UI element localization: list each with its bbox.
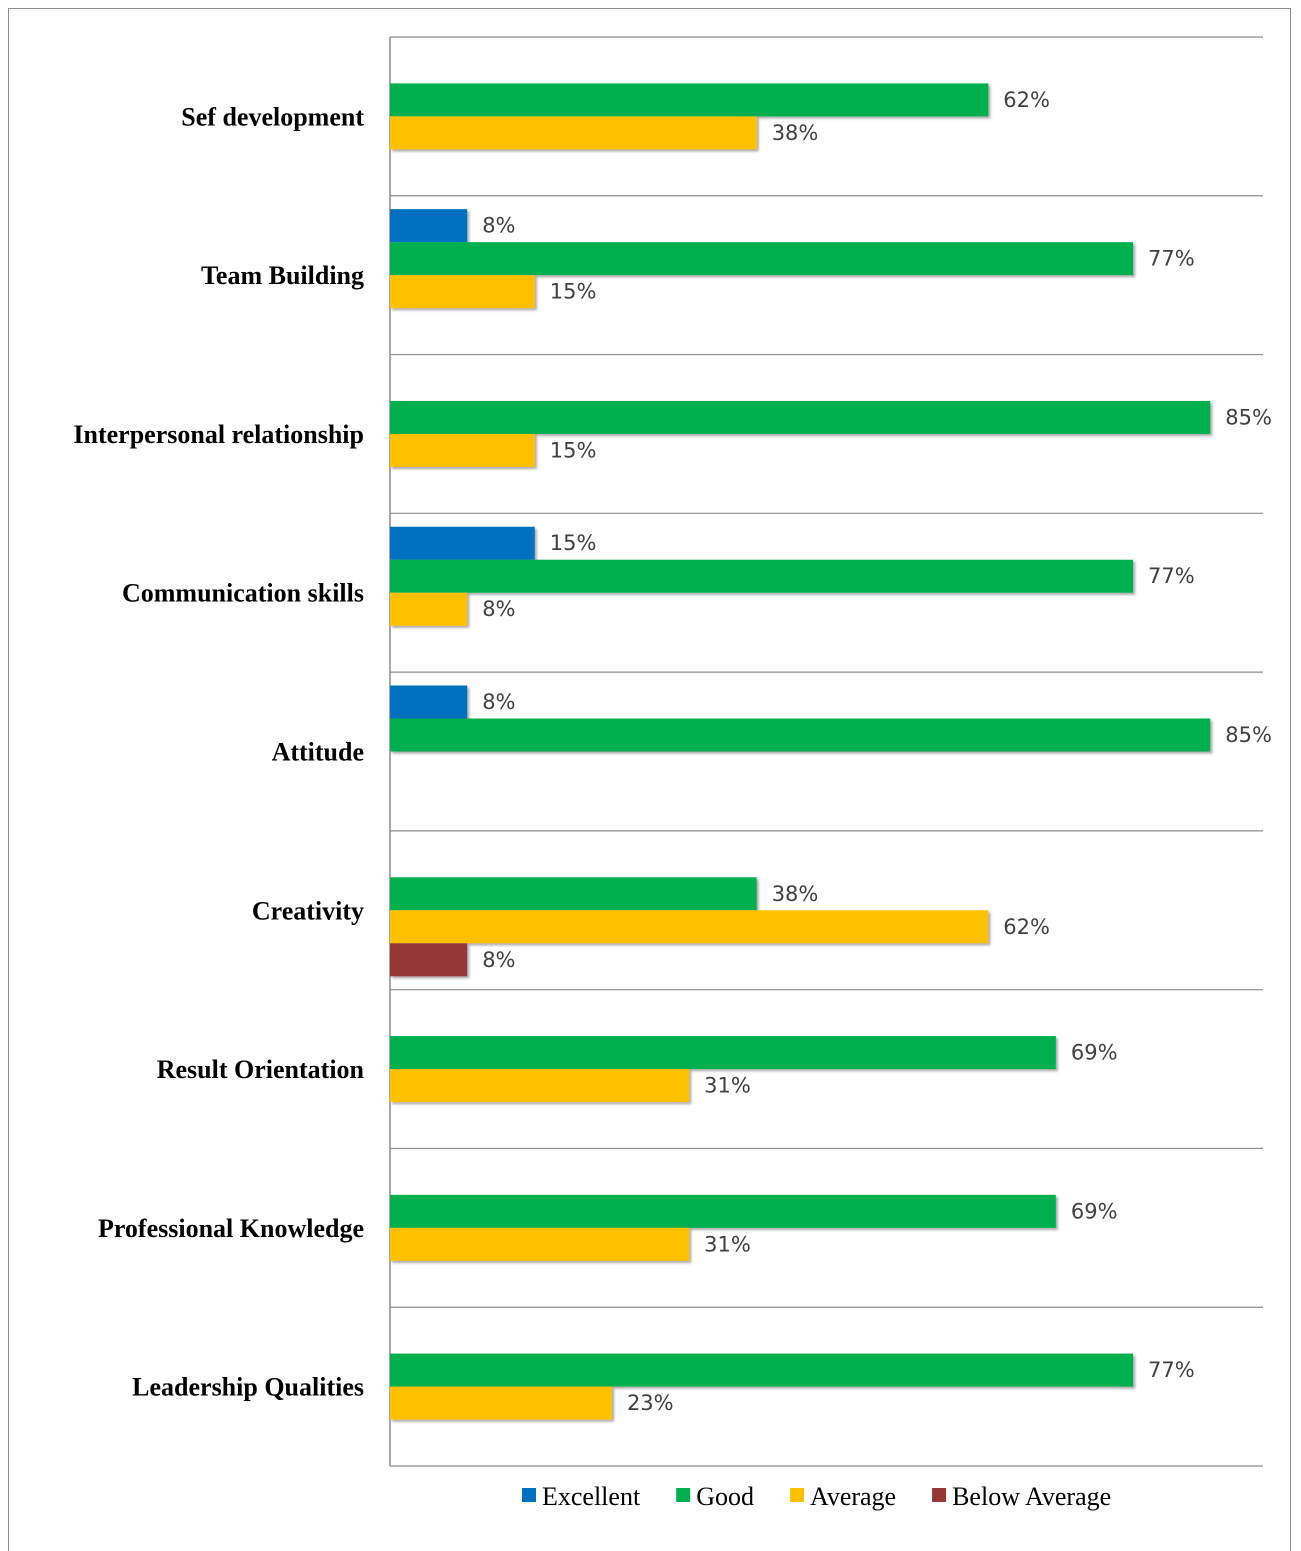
data-label-good-communication-skills: 77% (1148, 564, 1195, 588)
data-label-below-average-creativity: 8% (482, 948, 515, 972)
data-label-average-communication-skills: 8% (482, 597, 515, 621)
bar-good-sef-development (390, 83, 989, 117)
legend: Excellent Good Average Below Average (522, 1482, 1111, 1511)
data-label-good-creativity: 38% (772, 882, 819, 906)
data-label-good-interpersonal-relationship: 85% (1225, 405, 1272, 429)
bar-average-leadership-qualities (390, 1386, 612, 1420)
legend-label-excellent: Excellent (542, 1482, 641, 1511)
bar-good-interpersonal-relationship (390, 400, 1211, 434)
category-label-sef-development: Sef development (181, 102, 364, 131)
bar-average-result-orientation (390, 1069, 690, 1103)
data-label-good-team-building: 77% (1148, 247, 1195, 271)
bar-average-interpersonal-relationship (390, 433, 535, 467)
bar-good-attitude (390, 718, 1211, 752)
legend-item-excellent: Excellent (522, 1482, 641, 1511)
category-label-attitude: Attitude (272, 738, 364, 767)
legend-swatch-excellent (522, 1488, 536, 1502)
legend-item-average: Average (789, 1482, 896, 1511)
bar-good-team-building (390, 242, 1134, 276)
data-labels: 62% 38% 8% 77% 15% 85% 15% 15% 77% 8% 8% 85% 38% 62% 8… (482, 88, 1272, 1415)
bar-excellent-team-building (390, 209, 468, 243)
legend-swatch-average (789, 1488, 804, 1502)
category-label-communication-skills: Communication skills (122, 579, 364, 608)
data-label-average-sef-development: 38% (772, 121, 819, 145)
data-label-excellent-team-building: 8% (482, 214, 515, 238)
bar-below-average-creativity (390, 943, 468, 977)
category-labels: Sef development Team Building Interpersona… (73, 102, 364, 1401)
category-label-professional-knowledge: Professional Knowledge (98, 1214, 364, 1243)
bar-average-creativity (390, 910, 989, 944)
category-label-interpersonal-relationship: Interpersonal relationship (73, 420, 364, 449)
data-label-average-professional-knowledge: 31% (704, 1232, 751, 1256)
bar-average-team-building (390, 275, 535, 309)
legend-label-below-average: Below Average (952, 1482, 1111, 1511)
legend-label-good: Good (696, 1482, 754, 1511)
bars (390, 83, 1211, 1420)
bar-excellent-communication-skills (390, 526, 535, 560)
bar-good-result-orientation (390, 1036, 1056, 1070)
data-label-good-professional-knowledge: 69% (1071, 1199, 1118, 1223)
bar-average-communication-skills (390, 592, 468, 626)
bar-average-professional-knowledge (390, 1227, 690, 1261)
legend-label-average: Average (810, 1482, 896, 1511)
legend-swatch-below-average (932, 1488, 947, 1502)
data-label-average-leadership-qualities: 23% (627, 1391, 674, 1415)
bar-good-leadership-qualities (390, 1353, 1134, 1387)
data-label-good-attitude: 85% (1225, 723, 1272, 747)
bar-average-sef-development (390, 116, 757, 150)
data-label-average-team-building: 15% (550, 280, 597, 304)
bar-good-creativity (390, 877, 757, 911)
data-label-average-creativity: 62% (1003, 915, 1050, 939)
category-label-result-orientation: Result Orientation (157, 1055, 365, 1084)
data-label-average-interpersonal-relationship: 15% (550, 438, 597, 462)
data-label-excellent-communication-skills: 15% (550, 531, 597, 555)
category-label-creativity: Creativity (252, 896, 364, 925)
data-label-average-result-orientation: 31% (704, 1074, 751, 1098)
data-label-good-result-orientation: 69% (1071, 1041, 1118, 1065)
legend-item-good: Good (676, 1482, 754, 1511)
data-label-good-sef-development: 62% (1003, 88, 1050, 112)
data-label-excellent-attitude: 8% (482, 690, 515, 714)
category-label-team-building: Team Building (201, 261, 364, 290)
bar-excellent-attitude (390, 685, 468, 719)
legend-item-below-average: Below Average (932, 1482, 1111, 1511)
bar-good-professional-knowledge (390, 1194, 1056, 1228)
category-label-leadership-qualities: Leadership Qualities (132, 1373, 364, 1402)
bar-good-communication-skills (390, 559, 1134, 593)
legend-swatch-good (676, 1488, 691, 1502)
data-label-good-leadership-qualities: 77% (1148, 1358, 1195, 1382)
